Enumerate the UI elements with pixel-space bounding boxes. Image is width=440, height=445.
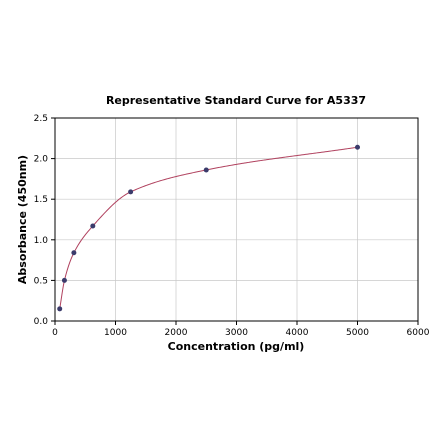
- data-point: [128, 189, 134, 195]
- y-tick-label: 1.0: [34, 236, 49, 246]
- x-tick-label: 0: [52, 328, 58, 338]
- x-tick-label: 1000: [104, 328, 127, 338]
- data-point: [71, 250, 77, 256]
- x-tick-label: 4000: [286, 328, 309, 338]
- data-point: [57, 306, 63, 312]
- data-point: [203, 167, 209, 173]
- x-tick-label: 3000: [225, 328, 248, 338]
- data-point: [355, 144, 360, 150]
- x-tick-label: 5000: [346, 328, 369, 338]
- data-points-layer: [57, 144, 360, 312]
- x-tick-label: 6000: [407, 328, 430, 338]
- fit-curve: [59, 146, 358, 309]
- chart-title: Representative Standard Curve for A5337: [106, 94, 366, 107]
- y-tick-label: 2.0: [34, 155, 49, 165]
- fit-curve-layer: [59, 146, 358, 309]
- y-tick-label: 0.5: [34, 276, 48, 286]
- x-axis-ticks: 0 1000 2000 3000 4000 5000 6000: [52, 321, 430, 338]
- x-axis-label: Concentration (pg/ml): [168, 340, 305, 353]
- y-axis-label: Absorbance (450nm): [16, 155, 29, 284]
- data-point: [90, 223, 96, 229]
- data-point: [61, 277, 67, 283]
- y-tick-label: 0.0: [34, 317, 49, 327]
- grid-lines: [54, 117, 419, 322]
- y-tick-label: 2.5: [34, 114, 48, 124]
- y-tick-label: 1.5: [34, 195, 48, 205]
- y-axis-ticks: 0.0 0.5 1.0 1.5 2.0 2.5: [34, 114, 55, 327]
- x-tick-label: 2000: [165, 328, 188, 338]
